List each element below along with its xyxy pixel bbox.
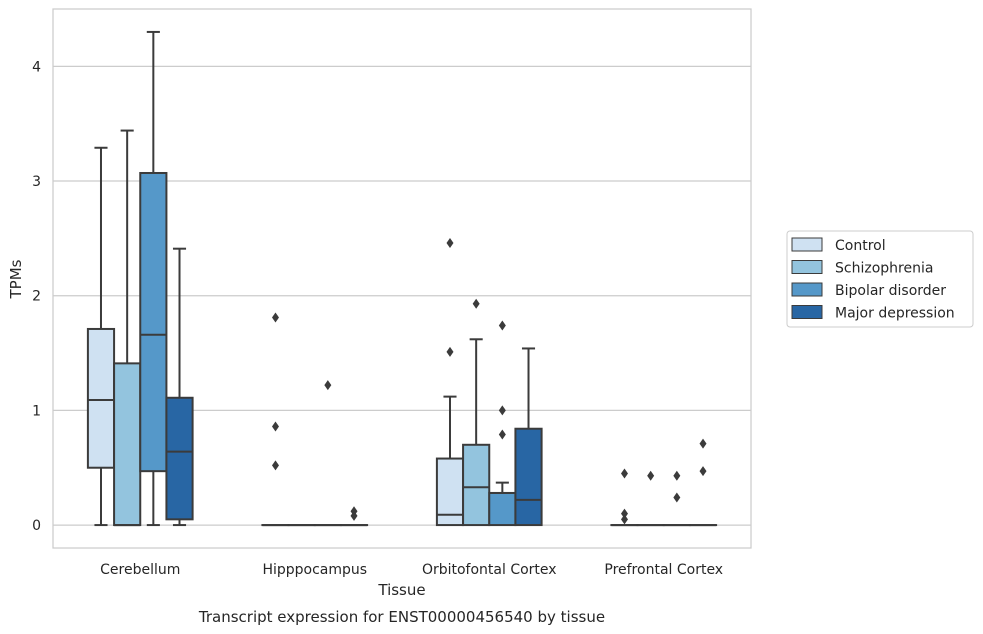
box-control-0 [86, 146, 116, 527]
outlier-point [324, 380, 332, 391]
outlier-point [620, 468, 628, 479]
legend-label: Bipolar disorder [835, 283, 946, 299]
box-body [86, 327, 116, 469]
box-bipolar-disorder-0 [139, 30, 168, 527]
box-schizophrenia-3 [636, 470, 665, 527]
x-tick-label: Orbitofontal Cortex [422, 562, 557, 578]
legend-swatch [791, 260, 823, 274]
box-bipolar-disorder-1 [313, 380, 342, 527]
outlier-point [498, 320, 506, 331]
legend-label: Control [835, 238, 886, 254]
box-major-depression-2 [514, 347, 543, 527]
outlier-point [472, 298, 480, 309]
legend-label: Schizophrenia [835, 261, 933, 277]
outlier-point [673, 470, 681, 481]
box-body [139, 171, 168, 473]
box-body [113, 362, 142, 527]
x-tick-label: Prefrontal Cortex [604, 562, 723, 578]
legend-swatch [791, 237, 823, 252]
outlier-point [498, 405, 506, 416]
y-axis-label: TPMs [7, 259, 25, 299]
outlier-point [620, 508, 628, 519]
box-major-depression-1 [339, 506, 369, 527]
outlier-point [647, 470, 655, 481]
x-tick-label: Hipppocampus [262, 562, 367, 578]
outlier-point [446, 237, 454, 248]
x-axis-label: Tissue [377, 581, 425, 599]
outlier-point [498, 429, 506, 440]
chart-title: Transcript expression for ENST0000045654… [198, 608, 605, 626]
y-tick-label: 4 [32, 59, 41, 75]
x-axis: Cerebellum Hipppocampus Orbitofontal Corte… [100, 562, 723, 578]
box-body [514, 427, 543, 527]
box-major-depression-3 [688, 438, 718, 527]
box-body [462, 443, 491, 527]
boxes-layer [86, 30, 718, 527]
legend: Control Schizophrenia Bipolar disorder Majo… [786, 230, 974, 328]
y-tick-label: 2 [32, 289, 41, 305]
outlier-point [271, 460, 279, 471]
legend-frame [786, 230, 974, 328]
outlier-point [699, 438, 707, 449]
box-body [165, 396, 194, 521]
legend-swatch [791, 282, 823, 297]
outlier-point [271, 421, 279, 432]
y-tick-label: 1 [32, 403, 41, 419]
box-major-depression-0 [165, 247, 194, 527]
box-schizophrenia-0 [113, 129, 142, 527]
outlier-point [620, 514, 628, 525]
legend-swatch [791, 305, 823, 319]
box-bipolar-disorder-2 [488, 320, 517, 527]
outlier-point [699, 466, 707, 477]
x-tick-label: Cerebellum [100, 562, 180, 578]
y-tick-label: 0 [32, 518, 41, 534]
plot-frame [52, 8, 752, 549]
outlier-point [446, 346, 454, 357]
box-schizophrenia-2 [462, 298, 491, 527]
outlier-point [271, 312, 279, 323]
outlier-point [350, 510, 358, 521]
y-tick-label: 3 [32, 174, 41, 190]
legend-label: Major depression [835, 306, 955, 322]
outlier-point [673, 492, 681, 503]
box-body [488, 491, 517, 527]
y-axis: 0 1 2 3 4 [32, 59, 41, 534]
